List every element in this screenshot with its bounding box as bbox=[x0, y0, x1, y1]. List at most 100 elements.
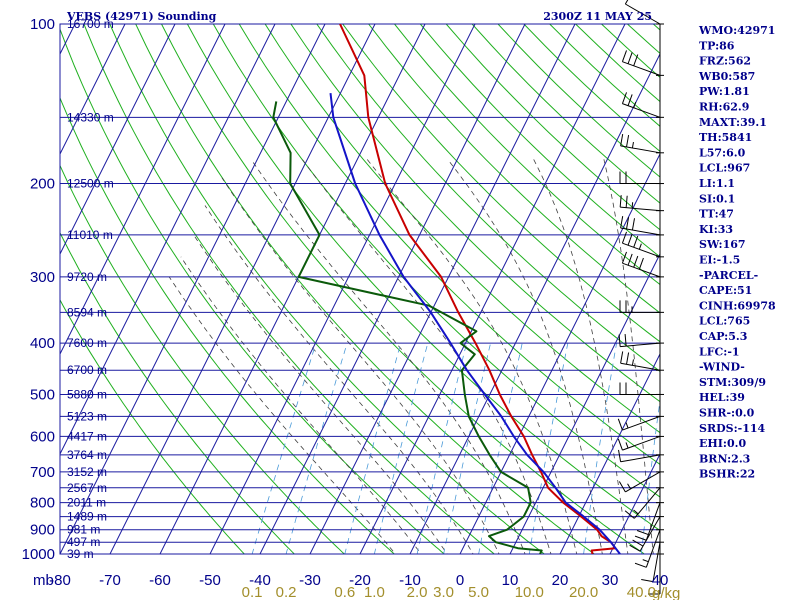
index-value: LCL:967 bbox=[699, 162, 750, 175]
index-value: LI:1.1 bbox=[699, 177, 735, 190]
wind-barb-shaft bbox=[622, 435, 661, 451]
height-label: 9720 m bbox=[67, 270, 107, 284]
temp-tick-label: 10 bbox=[502, 572, 519, 589]
wind-barb-flag bbox=[633, 235, 639, 248]
height-label: 8594 m bbox=[67, 305, 107, 319]
wind-barb-half-flag bbox=[625, 442, 629, 449]
wind-barb-flag bbox=[627, 94, 633, 106]
wind-barb-shaft bbox=[620, 454, 661, 463]
height-label: 12500 m bbox=[67, 177, 114, 191]
isotherm-line bbox=[309, 24, 576, 554]
wind-barb-flag bbox=[617, 438, 623, 451]
wind-barb-half-flag bbox=[638, 243, 642, 250]
mixing-ratio-unit: g/kg bbox=[652, 585, 680, 600]
wind-barb-flag bbox=[627, 253, 633, 266]
mixing-ratio-label: 1.0 bbox=[364, 584, 385, 600]
moist-adiabat-line bbox=[204, 205, 474, 554]
wind-barb-flag bbox=[618, 334, 621, 347]
moist-adiabat-line bbox=[221, 177, 500, 554]
index-value: BRN:2.3 bbox=[699, 452, 750, 465]
mixing-ratio-line bbox=[285, 342, 348, 554]
index-value: HEL:39 bbox=[699, 391, 745, 404]
pressure-tick-label: 800 bbox=[30, 495, 55, 512]
dry-adiabat-line bbox=[394, 24, 660, 286]
temp-tick-label: -60 bbox=[149, 572, 171, 589]
dry-adiabat-line bbox=[238, 24, 660, 466]
wind-barb-flag bbox=[620, 351, 624, 364]
wind-barb-shaft bbox=[633, 487, 661, 519]
index-value: TP:86 bbox=[699, 39, 735, 52]
mixing-ratio-line bbox=[583, 343, 617, 554]
moist-adiabat-line bbox=[180, 256, 422, 554]
wind-barb-half-flag bbox=[642, 559, 649, 563]
dry-adiabat-line bbox=[575, 24, 660, 103]
isotherm-line bbox=[559, 352, 660, 554]
index-value: LFC:-1 bbox=[699, 345, 740, 358]
dry-adiabat-line bbox=[523, 24, 660, 153]
wind-barb-half-flag bbox=[631, 141, 634, 149]
pressure-tick-label: 900 bbox=[30, 522, 55, 539]
index-value: L57:6.0 bbox=[699, 146, 746, 159]
index-value: PW:1.81 bbox=[699, 85, 750, 98]
index-value: CAP:5.3 bbox=[699, 330, 747, 343]
index-value: CAPE:51 bbox=[699, 284, 752, 297]
height-label: 1489 m bbox=[67, 510, 107, 524]
moist-adiabat-line bbox=[193, 234, 448, 554]
index-value: SI:0.1 bbox=[699, 192, 735, 205]
index-value: -WIND- bbox=[699, 361, 745, 374]
mixing-ratio-line bbox=[416, 343, 467, 554]
pressure-tick-label: 400 bbox=[30, 335, 55, 352]
dry-adiabat-line bbox=[161, 24, 646, 554]
isotherm-line bbox=[259, 24, 526, 554]
wind-barb-flag bbox=[621, 231, 627, 244]
mixing-ratio-label: 0.1 bbox=[242, 584, 263, 600]
wind-barb-flag bbox=[618, 481, 626, 493]
height-label: 3764 m bbox=[67, 448, 107, 462]
isotherm-line bbox=[509, 252, 660, 554]
height-label: 497 m bbox=[67, 535, 100, 549]
wind-barb-flag bbox=[633, 54, 639, 66]
pressure-tick-label: 600 bbox=[30, 428, 55, 445]
index-value: LCL:765 bbox=[699, 315, 750, 328]
mixing-ratio-line bbox=[251, 342, 317, 554]
wind-barb-flag bbox=[619, 195, 622, 208]
wind-barb-shaft bbox=[620, 362, 661, 371]
mixing-ratio-label: 0.6 bbox=[334, 584, 355, 600]
grid-lines bbox=[59, 23, 661, 555]
height-label: 981 m bbox=[67, 523, 100, 537]
dry-adiabat-line bbox=[368, 24, 660, 314]
moist-adiabat-line bbox=[533, 159, 629, 554]
wind-barb-half-flag bbox=[633, 509, 639, 515]
height-label: 4417 m bbox=[67, 429, 107, 443]
wind-barb-shaft bbox=[622, 262, 661, 278]
mixing-ratio-label: 10.0 bbox=[515, 584, 544, 600]
temp-tick-label: -40 bbox=[249, 572, 271, 589]
wind-barb-flag bbox=[620, 216, 624, 229]
pressure-tick-label: 200 bbox=[30, 176, 55, 193]
wind-barb-flag bbox=[629, 544, 641, 552]
wind-barb-flag bbox=[618, 449, 622, 462]
index-value: MAXT:39.1 bbox=[699, 116, 767, 129]
wind-barb-flag bbox=[626, 135, 630, 147]
wind-barb-shaft bbox=[620, 227, 661, 236]
dewpoint-line bbox=[272, 101, 543, 554]
temperature-line bbox=[339, 24, 617, 554]
dry-adiabat-line bbox=[135, 24, 596, 554]
height-label: 16700 m bbox=[67, 17, 114, 31]
height-label: 6700 m bbox=[67, 363, 107, 377]
isotherm-line bbox=[459, 152, 660, 554]
height-label: 5123 m bbox=[67, 409, 107, 423]
sounding-traces bbox=[272, 24, 621, 554]
isotherm-line bbox=[60, 24, 176, 256]
height-label: 39 m bbox=[67, 547, 94, 561]
wind-barb-flag bbox=[638, 257, 644, 270]
wind-barb-shaft bbox=[645, 529, 661, 568]
mixing-ratio-label: 20.0 bbox=[569, 584, 598, 600]
index-value: CINH:69978 bbox=[699, 299, 776, 312]
wind-barb-flag bbox=[641, 579, 654, 583]
wind-barb-shaft bbox=[620, 206, 661, 212]
wind-barb-flag bbox=[624, 334, 627, 347]
index-value: WMO:42971 bbox=[698, 24, 775, 37]
wind-barb-half-flag bbox=[633, 101, 637, 108]
temp-tick-label: 20 bbox=[552, 572, 569, 589]
